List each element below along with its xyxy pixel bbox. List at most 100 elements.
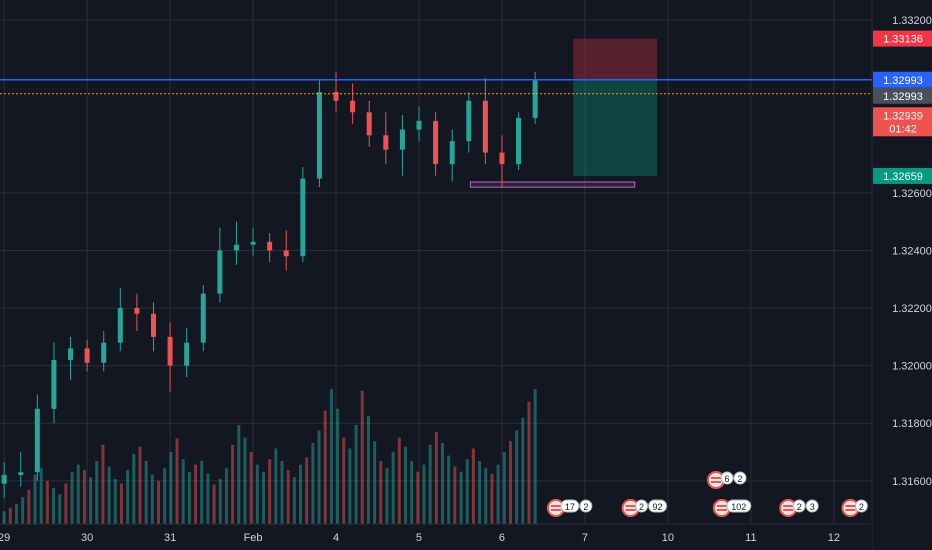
event-count: 2 xyxy=(797,502,802,512)
support-zone-rectangle[interactable] xyxy=(469,181,636,188)
candle-body[interactable] xyxy=(184,342,190,366)
price-tick-label: 1.32000 xyxy=(892,361,932,373)
position-reward-zone[interactable] xyxy=(573,79,658,176)
event-count-badge xyxy=(579,499,593,513)
event-count-badge xyxy=(854,499,868,513)
volume-bar xyxy=(33,474,37,524)
stop-label-bg xyxy=(873,30,932,47)
event-count-badge xyxy=(635,499,649,513)
volume-bar xyxy=(76,464,80,524)
price-tick-label: 1.32200 xyxy=(892,303,932,315)
flag-stripe xyxy=(625,509,636,511)
event-flag-icon[interactable] xyxy=(546,499,565,517)
candle-body[interactable] xyxy=(150,313,156,337)
volume-bar xyxy=(126,470,130,524)
price-axis[interactable]: 1.33200 1.32600 1.32400 1.32200 1.32000 1.318… xyxy=(892,15,932,488)
volume-bar xyxy=(144,461,148,524)
time-tick-label: 30 xyxy=(81,532,93,544)
candle-body[interactable] xyxy=(51,359,57,409)
volume-bar xyxy=(305,457,309,524)
bid-label: 1.32939 xyxy=(883,110,923,122)
position-risk-zone[interactable] xyxy=(573,38,658,80)
candle-body[interactable] xyxy=(84,348,90,363)
volume-bar xyxy=(268,459,272,524)
candle-body[interactable] xyxy=(532,80,538,119)
time-axis-panel[interactable] xyxy=(0,524,872,550)
candle-body[interactable] xyxy=(466,100,472,142)
candle-body[interactable] xyxy=(433,120,439,165)
volume-bar xyxy=(2,511,6,524)
entry-label-bg xyxy=(873,167,932,184)
time-tick-label: Feb xyxy=(244,532,263,544)
time-tick-label: 6 xyxy=(499,532,505,544)
candle-body[interactable] xyxy=(333,92,339,101)
drawings[interactable] xyxy=(469,38,658,188)
price-tick-label: 1.31600 xyxy=(892,476,932,488)
volume-bar xyxy=(515,430,519,524)
volume-bar xyxy=(453,466,457,524)
time-tick-label: 12 xyxy=(828,532,840,544)
volume-bar xyxy=(299,464,303,524)
candle-body[interactable] xyxy=(399,129,405,150)
candle-body[interactable] xyxy=(250,241,256,245)
volume-bar xyxy=(471,448,475,524)
volume-bar xyxy=(8,507,12,524)
candle-body[interactable] xyxy=(200,293,206,343)
candle-body[interactable] xyxy=(267,241,273,251)
candle-body[interactable] xyxy=(316,92,322,179)
candle-body[interactable] xyxy=(300,178,306,257)
volume-bar xyxy=(157,480,161,524)
price-tick-label: 1.32400 xyxy=(892,245,932,257)
candle-body[interactable] xyxy=(482,100,488,153)
event-count-badge xyxy=(792,499,806,513)
volume-bar xyxy=(342,437,346,524)
volume-bar xyxy=(447,455,451,524)
candle-body[interactable] xyxy=(167,336,173,366)
volume-bar xyxy=(403,446,407,524)
volume-bar xyxy=(52,488,56,524)
candle-body[interactable] xyxy=(416,120,422,130)
candle-body[interactable] xyxy=(117,308,123,343)
volume-bar xyxy=(194,464,198,524)
candle-body[interactable] xyxy=(383,135,389,150)
candle-body[interactable] xyxy=(366,112,372,136)
event-count-badge xyxy=(720,471,734,485)
candle-body[interactable] xyxy=(101,342,107,363)
time-axis[interactable]: 29 30 31 Feb 4 5 6 7 10 11 12 xyxy=(0,532,840,544)
candle-body[interactable] xyxy=(68,348,74,360)
volume-bar xyxy=(428,444,432,524)
event-count-badge xyxy=(733,471,747,485)
volume-bar xyxy=(138,446,142,524)
flag-stripe xyxy=(711,481,722,483)
event-flag-icon[interactable] xyxy=(707,471,726,489)
time-tick-label: 4 xyxy=(333,532,339,544)
time-tick-label: 5 xyxy=(416,532,422,544)
volume-bar xyxy=(218,479,222,524)
candle-body[interactable] xyxy=(18,472,24,476)
candle-body[interactable] xyxy=(449,141,455,165)
volume-bar xyxy=(243,437,247,524)
candle-body[interactable] xyxy=(516,118,522,165)
candles[interactable] xyxy=(1,71,538,499)
candle-body[interactable] xyxy=(283,250,289,257)
candle-body[interactable] xyxy=(34,408,40,473)
volume-bar xyxy=(255,464,259,524)
volume-bar xyxy=(89,477,93,524)
volume-bar xyxy=(249,452,253,524)
candle-body[interactable] xyxy=(233,244,239,251)
volume-bar xyxy=(478,461,482,524)
candle-body[interactable] xyxy=(217,250,223,294)
candle-body[interactable] xyxy=(134,308,140,314)
countdown-label-bg xyxy=(873,120,932,137)
candle-body[interactable] xyxy=(350,100,356,113)
grid xyxy=(0,0,872,524)
volume-bar xyxy=(280,461,284,524)
volume-bar xyxy=(39,468,43,524)
candle-body[interactable] xyxy=(499,152,505,165)
flag-stripe xyxy=(783,509,794,511)
candle-body[interactable] xyxy=(1,475,7,484)
volume-bar xyxy=(317,430,321,524)
